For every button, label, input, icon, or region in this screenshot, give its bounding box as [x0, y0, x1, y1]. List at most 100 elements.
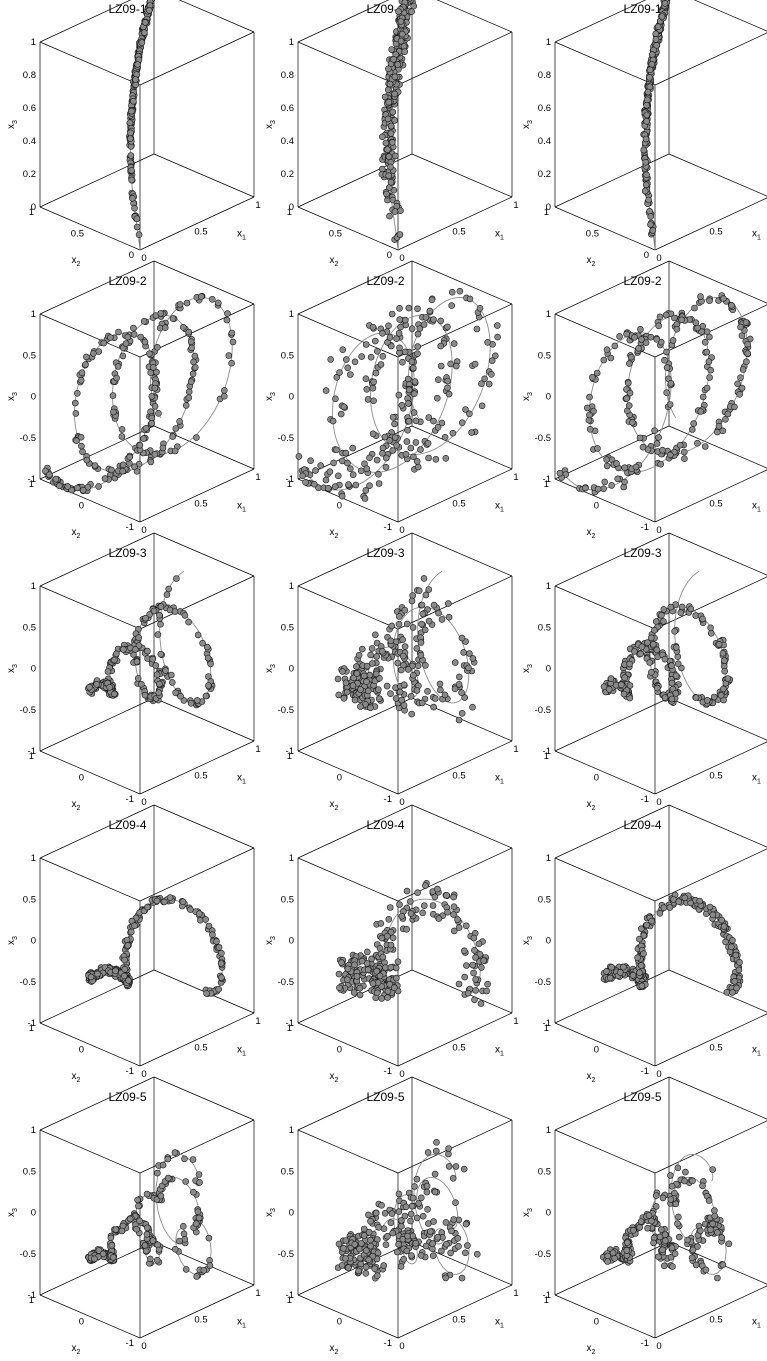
solution-point: [171, 608, 179, 615]
tick-label: 0: [337, 501, 342, 512]
x1-axis-label: x1: [752, 500, 761, 513]
solution-point: [389, 1229, 396, 1237]
solution-point: [632, 463, 640, 471]
box-edge: [39, 0, 132, 43]
solution-points: [85, 575, 216, 709]
box-edge: [178, 0, 255, 33]
box-edge: [397, 575, 513, 630]
solution-point: [312, 467, 319, 474]
box-edge: [153, 153, 255, 198]
solution-point: [461, 947, 468, 955]
solution-point: [91, 1255, 98, 1263]
tick-label: 0.5: [23, 622, 36, 633]
solution-point: [203, 990, 210, 997]
solution-point: [384, 1232, 391, 1240]
axes-box: [297, 532, 513, 795]
solution-point: [144, 647, 151, 655]
solution-point: [737, 323, 744, 331]
tick-label: 0.5: [538, 894, 551, 905]
solution-points: [378, 0, 417, 243]
tick-label: 0: [656, 1341, 661, 1352]
box-edge: [297, 1129, 399, 1174]
solution-point: [636, 434, 644, 442]
solution-point: [476, 951, 484, 958]
solution-point: [484, 339, 491, 346]
solution-point: [637, 962, 645, 969]
solution-point: [648, 60, 656, 68]
tick-label: -1: [126, 1066, 134, 1077]
solution-point: [181, 1155, 188, 1163]
solution-point: [433, 1138, 440, 1146]
solution-points: [85, 894, 226, 997]
solution-point: [400, 661, 407, 669]
tick-label: 0: [129, 250, 134, 261]
solution-point: [692, 1261, 700, 1269]
solution-point: [706, 297, 713, 305]
solution-point: [485, 380, 493, 388]
solution-point: [133, 658, 141, 665]
solution-point: [397, 323, 404, 331]
solution-point: [360, 1232, 368, 1239]
box-edge: [397, 196, 513, 251]
solution-point: [621, 464, 628, 471]
tick-label: -1: [286, 746, 294, 757]
solution-point: [636, 969, 643, 976]
solution-point: [380, 1262, 387, 1269]
solution-point: [417, 1252, 425, 1259]
solution-point: [671, 1250, 679, 1257]
solution-point: [449, 429, 457, 437]
solution-point: [414, 330, 422, 338]
solution-point: [601, 478, 608, 486]
solution-point: [478, 964, 485, 971]
solution-point: [385, 172, 392, 179]
solution-point: [732, 951, 740, 959]
solution-point: [331, 483, 339, 490]
tick-label: 0.5: [23, 350, 36, 361]
tick-label: 0.5: [452, 1043, 465, 1054]
box-edge: [668, 1076, 767, 1120]
solution-point: [387, 637, 395, 645]
solution-point: [397, 1263, 405, 1270]
tick-labels: 00.51-101-1-0.500.51: [278, 1125, 519, 1352]
solution-point: [673, 644, 680, 651]
solution-point: [392, 152, 399, 160]
solution-point: [339, 668, 346, 675]
solution-point: [386, 981, 393, 988]
solution-point: [731, 403, 738, 411]
solution-point: [338, 492, 346, 500]
solution-point: [177, 692, 184, 700]
x3-axis-label: x3: [6, 1208, 19, 1217]
solution-point: [403, 926, 410, 933]
tick-label: 0.5: [281, 1166, 294, 1177]
solution-point: [646, 74, 653, 81]
solution-point: [454, 1235, 462, 1242]
solution-point: [375, 470, 382, 478]
tick-label: 0.2: [23, 169, 36, 180]
solution-point: [322, 387, 330, 394]
solution-point: [396, 231, 404, 238]
solution-point: [494, 333, 501, 341]
solution-point: [410, 364, 417, 372]
solution-point: [428, 296, 436, 304]
solution-point: [108, 1242, 116, 1249]
solution-point: [417, 652, 425, 659]
solution-point: [370, 378, 377, 386]
solution-point: [460, 1165, 468, 1173]
solution-point: [339, 346, 347, 353]
solution-point: [114, 363, 122, 370]
solution-point: [425, 617, 433, 625]
solution-point: [345, 481, 352, 488]
solution-point: [342, 449, 350, 457]
solution-point: [393, 974, 400, 982]
box-edge: [554, 1076, 670, 1131]
solution-point: [215, 985, 222, 993]
solution-point: [651, 427, 658, 434]
solution-point: [118, 1227, 126, 1235]
solution-point: [488, 371, 495, 378]
solution-point: [425, 414, 433, 421]
solution-point: [737, 374, 744, 381]
x1-axis-label: x1: [752, 1316, 761, 1329]
solution-point: [364, 966, 372, 973]
